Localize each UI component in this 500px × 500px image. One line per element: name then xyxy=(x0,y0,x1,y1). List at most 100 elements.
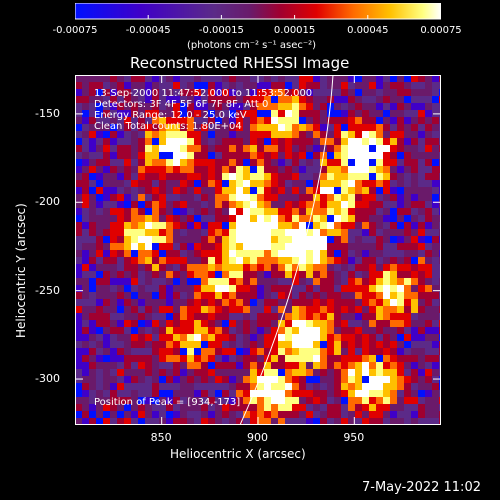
image-pixel xyxy=(131,194,138,201)
image-pixel xyxy=(264,334,271,341)
image-pixel xyxy=(82,334,89,341)
image-pixel xyxy=(124,117,131,124)
image-pixel xyxy=(418,187,425,194)
image-pixel xyxy=(145,341,152,348)
image-pixel xyxy=(152,117,159,124)
image-pixel xyxy=(117,215,124,222)
image-pixel xyxy=(383,117,390,124)
image-pixel xyxy=(257,362,264,369)
image-pixel xyxy=(117,313,124,320)
image-pixel xyxy=(89,131,96,138)
image-pixel xyxy=(292,222,299,229)
image-pixel xyxy=(82,159,89,166)
image-pixel xyxy=(397,306,404,313)
image-pixel xyxy=(334,362,341,369)
image-pixel xyxy=(271,124,278,131)
image-pixel xyxy=(166,390,173,397)
image-pixel xyxy=(271,187,278,194)
image-pixel xyxy=(390,166,397,173)
image-pixel xyxy=(145,110,152,117)
image-pixel xyxy=(348,327,355,334)
image-pixel xyxy=(215,404,222,411)
image-pixel xyxy=(166,124,173,131)
image-pixel xyxy=(425,383,432,390)
image-pixel xyxy=(369,145,376,152)
image-pixel xyxy=(432,194,439,201)
image-pixel xyxy=(131,376,138,383)
image-pixel xyxy=(320,138,327,145)
image-pixel xyxy=(229,201,236,208)
image-pixel xyxy=(271,292,278,299)
image-pixel xyxy=(173,257,180,264)
image-pixel xyxy=(404,362,411,369)
image-pixel xyxy=(82,264,89,271)
image-pixel xyxy=(306,131,313,138)
image-pixel xyxy=(124,145,131,152)
image-pixel xyxy=(124,411,131,418)
image-pixel xyxy=(334,355,341,362)
image-pixel xyxy=(432,208,439,215)
image-pixel xyxy=(201,313,208,320)
image-pixel xyxy=(369,383,376,390)
image-pixel xyxy=(432,89,439,96)
image-pixel xyxy=(166,131,173,138)
image-pixel xyxy=(201,292,208,299)
image-pixel xyxy=(264,390,271,397)
image-pixel xyxy=(404,299,411,306)
image-pixel xyxy=(110,383,117,390)
image-pixel xyxy=(215,334,222,341)
image-pixel xyxy=(404,131,411,138)
image-pixel xyxy=(243,194,250,201)
image-pixel xyxy=(418,334,425,341)
image-pixel xyxy=(348,285,355,292)
image-pixel xyxy=(229,404,236,411)
image-pixel xyxy=(138,194,145,201)
image-pixel xyxy=(180,341,187,348)
image-pixel xyxy=(264,278,271,285)
image-pixel xyxy=(103,138,110,145)
image-pixel xyxy=(243,271,250,278)
image-pixel xyxy=(96,208,103,215)
image-pixel xyxy=(292,75,299,82)
image-pixel xyxy=(348,397,355,404)
image-pixel xyxy=(89,257,96,264)
image-pixel xyxy=(89,152,96,159)
image-pixel xyxy=(418,166,425,173)
image-pixel xyxy=(362,215,369,222)
image-pixel xyxy=(117,376,124,383)
image-pixel xyxy=(166,306,173,313)
image-pixel xyxy=(299,222,306,229)
image-pixel xyxy=(411,306,418,313)
image-pixel xyxy=(334,313,341,320)
image-pixel xyxy=(103,229,110,236)
image-pixel xyxy=(243,411,250,418)
image-pixel xyxy=(187,222,194,229)
image-pixel xyxy=(271,145,278,152)
image-pixel xyxy=(229,159,236,166)
image-pixel xyxy=(82,348,89,355)
image-pixel xyxy=(355,320,362,327)
image-pixel xyxy=(159,327,166,334)
image-pixel xyxy=(159,390,166,397)
image-pixel xyxy=(299,236,306,243)
image-pixel xyxy=(250,89,257,96)
image-pixel xyxy=(327,334,334,341)
image-pixel xyxy=(194,348,201,355)
image-pixel xyxy=(250,418,257,425)
image-pixel xyxy=(404,208,411,215)
image-pixel xyxy=(222,96,229,103)
image-pixel xyxy=(187,201,194,208)
image-pixel xyxy=(152,138,159,145)
image-pixel xyxy=(341,145,348,152)
image-pixel xyxy=(117,180,124,187)
image-pixel xyxy=(299,327,306,334)
image-pixel xyxy=(131,138,138,145)
image-pixel xyxy=(348,180,355,187)
image-pixel xyxy=(362,236,369,243)
image-pixel xyxy=(369,320,376,327)
image-pixel xyxy=(103,257,110,264)
image-pixel xyxy=(355,131,362,138)
image-pixel xyxy=(96,187,103,194)
image-pixel xyxy=(110,250,117,257)
image-pixel xyxy=(187,152,194,159)
